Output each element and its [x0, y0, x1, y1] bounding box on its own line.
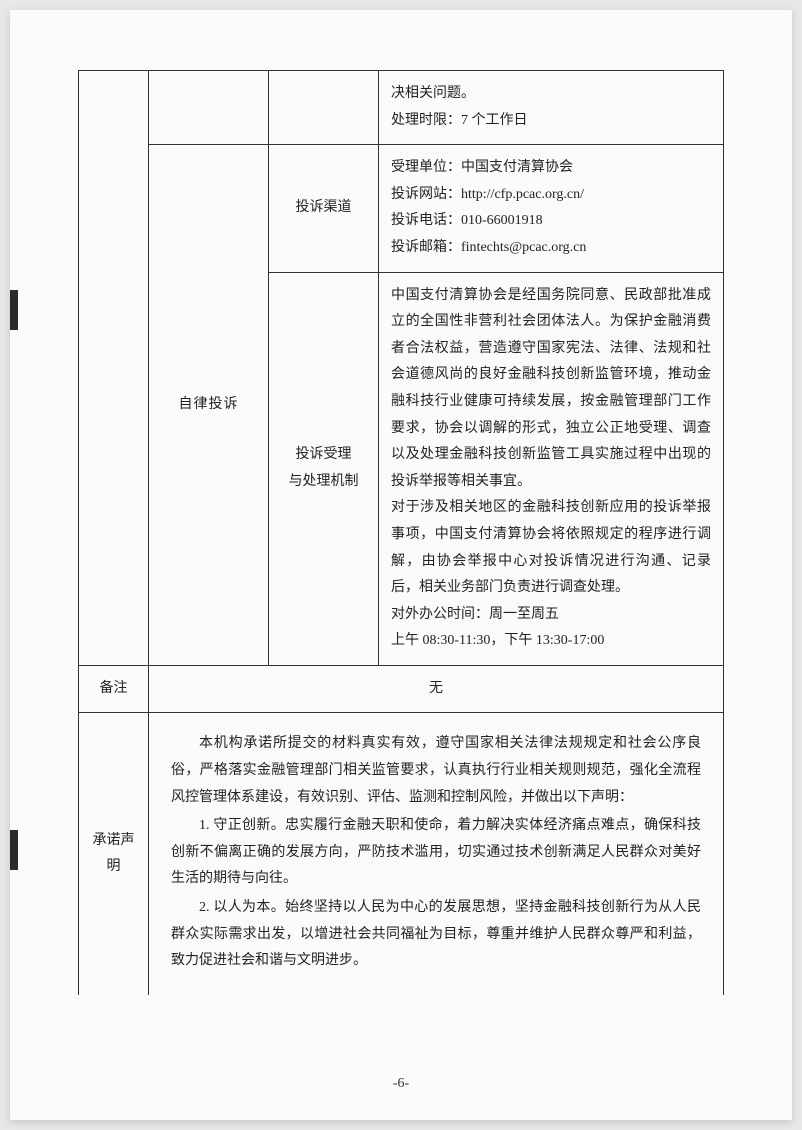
commitment-item-1: 1. 守正创新。忠实履行金融天职和使命，着力解决实体经济痛点难点，确保科技创新不… — [171, 813, 701, 893]
commitment-intro: 本机构承诺所提交的材料真实有效，遵守国家相关法律法规规定和社会公序良俗，严格落实… — [171, 731, 701, 811]
document-table: 决相关问题。 处理时限：7 个工作日 自律投诉 投诉渠道 受理单位：中国支付清算… — [78, 70, 724, 995]
commitment-label: 承诺声明 — [79, 713, 149, 995]
table-row: 决相关问题。 处理时限：7 个工作日 — [79, 71, 724, 145]
table-row: 自律投诉 投诉渠道 受理单位：中国支付清算协会 投诉网站：http://cfp.… — [79, 145, 724, 272]
empty-cell — [149, 71, 269, 145]
empty-cell — [269, 71, 379, 145]
binding-mark — [10, 830, 18, 870]
remarks-content: 无 — [149, 665, 724, 713]
empty-cell — [79, 71, 149, 666]
complaint-channel-content: 受理单位：中国支付清算协会 投诉网站：http://cfp.pcac.org.c… — [379, 145, 724, 272]
binding-mark — [10, 290, 18, 330]
table-row: 承诺声明 本机构承诺所提交的材料真实有效，遵守国家相关法律法规规定和社会公序良俗… — [79, 713, 724, 995]
table-row: 备注 无 — [79, 665, 724, 713]
complaint-mechanism-content: 中国支付清算协会是经国务院同意、民政部批准成立的全国性非营利社会团体法人。为保护… — [379, 272, 724, 665]
processing-time-cell: 决相关问题。 处理时限：7 个工作日 — [379, 71, 724, 145]
page-number: -6- — [393, 1076, 409, 1092]
remarks-label: 备注 — [79, 665, 149, 713]
document-page: 决相关问题。 处理时限：7 个工作日 自律投诉 投诉渠道 受理单位：中国支付清算… — [10, 10, 792, 1120]
complaint-channel-label: 投诉渠道 — [269, 145, 379, 272]
complaint-category-cell: 自律投诉 — [149, 145, 269, 666]
commitment-content: 本机构承诺所提交的材料真实有效，遵守国家相关法律法规规定和社会公序良俗，严格落实… — [149, 713, 724, 995]
complaint-mechanism-label: 投诉受理 与处理机制 — [269, 272, 379, 665]
commitment-item-2: 2. 以人为本。始终坚持以人民为中心的发展思想，坚持金融科技创新行为从人民群众实… — [171, 895, 701, 975]
